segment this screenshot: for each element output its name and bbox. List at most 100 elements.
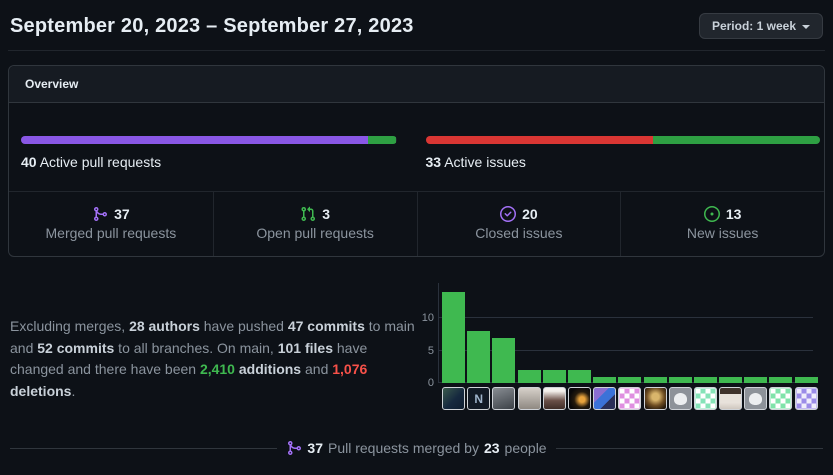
stat-cell-open-pull-requests: 3 Open pull requests [212,192,417,256]
footer-segment: 37 [307,440,323,456]
author-photo-woman-avatar[interactable] [542,387,566,410]
y-axis-tick-label: 0 [427,377,434,389]
author-identicon-teal-avatar[interactable] [693,387,717,410]
gridline-10 [438,317,813,318]
y-axis-line [438,283,439,383]
y-axis-tick-label: 5 [427,344,434,357]
summary-segment: . [71,382,76,399]
commit-bar [719,376,743,383]
git-merge-icon [288,441,302,456]
divider-line-right [555,447,824,449]
author-photo-night-avatar[interactable] [567,387,591,410]
commit-bar [467,331,491,383]
period-dropdown-button[interactable]: Period: 1 week [698,13,823,39]
issue-closed-icon [500,206,517,222]
active-issues-count: 33 [425,154,442,170]
date-range-title: September 20, 2023 – September 27, 2023 [10,14,414,37]
summary-segment: to main and [10,318,415,356]
commit-bar [618,376,642,383]
octocat-icon [749,392,763,405]
author-photo-colorful-avatar[interactable] [593,387,617,410]
author-photo-dark-avatar[interactable] [442,387,465,410]
summary-segment: 1,076 [332,361,368,377]
stat-label: Open pull requests [256,225,374,241]
progress-segment-0 [21,136,369,144]
y-axis-tick-label: 10 [421,312,434,324]
author-identicon-purple-avatar[interactable] [794,387,818,410]
stat-value-link[interactable]: 3 [218,206,413,222]
progress-segment-1 [653,136,820,144]
author-identicon-green-avatar[interactable] [769,387,793,410]
overview-stats-row: 37 Merged pull requests 3 Open pull request… [9,191,824,256]
summary-segment: 52 commits [37,339,115,356]
author-photo-gray-avatar[interactable] [492,387,516,410]
summary-segment: have changed and there have been [10,339,368,378]
stat-number: 13 [725,206,742,222]
progress-segment-1 [368,136,397,144]
commit-bar [668,376,692,383]
commit-bar [794,376,818,383]
stat-value-link[interactable]: 20 [422,206,617,222]
git-merge-icon [94,207,108,222]
commit-bar [593,376,617,383]
merged-pull-requests-divider: 37 Pull requests merged by 23 people [8,440,825,456]
chevron-down-icon [802,24,810,29]
summary-segment: to all branches. On main, [114,339,278,356]
author-photo-hood-avatar[interactable] [517,387,541,410]
author-identicon-pink-avatar[interactable] [618,387,642,410]
stat-value-link[interactable]: 37 [13,206,209,222]
merged-pull-requests-summary: 37 Pull requests merged by 23 people [286,440,547,456]
stat-cell-closed-issues: 20 Closed issues [416,192,621,256]
summary-segment: deletions [10,382,72,399]
stat-value-link[interactable]: 13 [625,206,820,222]
commit-bar [442,292,465,383]
active-pull-requests-text: Active pull requests [36,154,162,170]
divider-line-left [10,447,278,449]
author-default-octocat-avatar[interactable] [668,387,692,410]
active-issues-text: Active issues [441,154,526,170]
author-default-octocat-avatar[interactable] [744,387,768,410]
stat-cell-new-issues: 13 New issues [620,192,824,256]
commit-summary-text: Excluding merges, 28 authors have pushed… [10,293,416,402]
issues-progress-bar [425,136,820,144]
commit-bar [492,337,516,383]
commit-bar [744,376,768,383]
commits-per-author-chart: 0 5 10 N [420,279,823,416]
commit-bar [542,370,566,383]
commit-bar [517,370,541,383]
author-photo-gold-avatar[interactable] [643,387,667,410]
summary-segment: and [301,361,333,377]
commit-bar [769,376,793,383]
overview-card: Overview 40 Active pull requests 33 Acti… [8,65,825,257]
summary-segment: Excluding merges, [10,318,130,334]
commit-bar [643,376,667,383]
stat-cell-merged-pull-requests: 37 Merged pull requests [9,192,213,256]
period-dropdown-label: Period: 1 week [711,19,796,33]
stat-label: New issues [686,225,759,241]
stat-label: Merged pull requests [45,225,177,241]
gridline-5 [438,349,813,351]
bar-chart-plot-area: 0 5 10 [420,279,823,389]
octocat-icon [673,392,687,405]
commit-summary-section: Excluding merges, 28 authors have pushed… [8,279,825,416]
overview-card-title: Overview [9,66,824,103]
summary-segment: 2,410 [199,361,235,377]
stat-label: Closed issues [475,225,563,241]
page-header: September 20, 2023 – September 27, 2023 … [8,0,825,51]
contributor-avatars-row: N [442,387,823,410]
active-issues-label: 33 Active issues [426,154,821,170]
footer-segment: 23 [483,440,500,456]
active-pull-requests-count: 40 [21,154,37,170]
footer-segment: people [504,440,547,456]
stat-number: 3 [322,206,331,222]
active-pull-requests-label: 40 Active pull requests [21,154,397,170]
summary-segment: 47 commits [287,318,365,334]
git-pull-request-icon [301,206,316,222]
author-letter-N-avatar[interactable]: N [467,387,491,410]
active-issues-cell: 33 Active issues [417,103,825,191]
commit-bar [567,370,591,383]
summary-segment: 28 authors [129,318,200,334]
author-photo-white-avatar[interactable] [719,387,743,410]
stat-number: 37 [114,206,130,222]
